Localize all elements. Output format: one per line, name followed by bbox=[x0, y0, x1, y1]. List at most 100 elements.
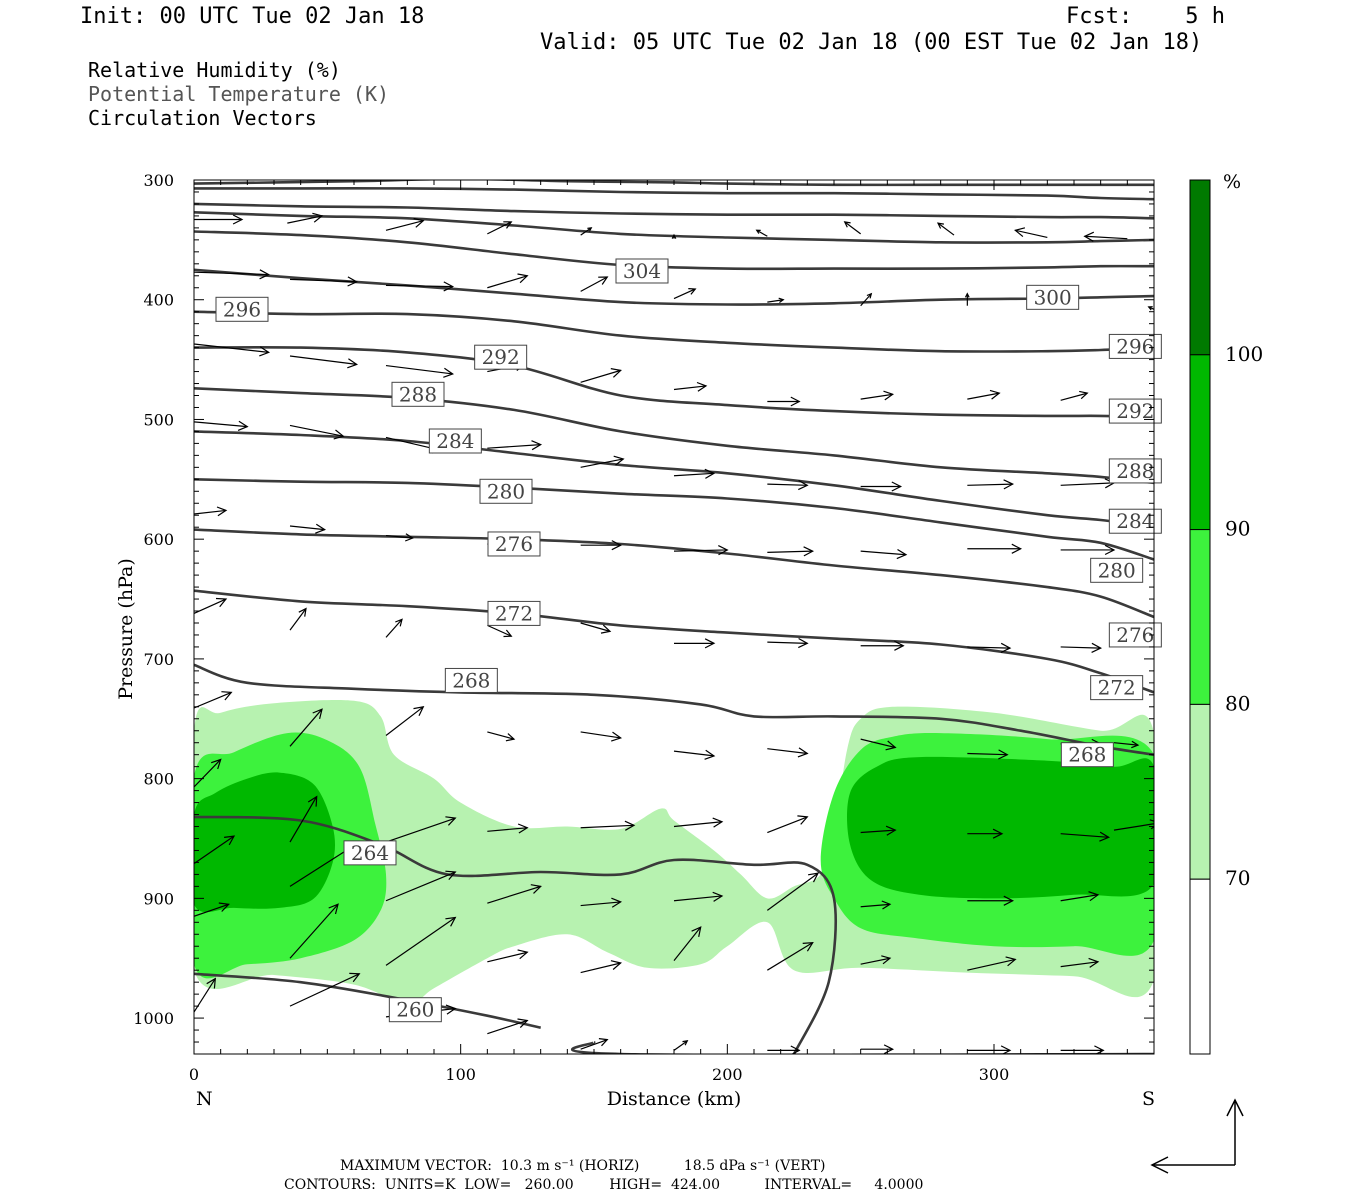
vector-102 bbox=[767, 942, 814, 971]
colorbar-segment-70-80 bbox=[1189, 703, 1211, 880]
svg-text:276: 276 bbox=[1116, 623, 1154, 647]
contour-label-284-9: 284 bbox=[1108, 508, 1162, 534]
vector-84 bbox=[1060, 831, 1111, 842]
theta-contour-264 bbox=[194, 815, 837, 1054]
vector-65 bbox=[289, 708, 323, 747]
legend-vectors: Circulation Vectors bbox=[88, 106, 317, 130]
contour-label-280-10: 280 bbox=[479, 478, 533, 504]
y-tick-label-900: 900 bbox=[143, 889, 174, 908]
y-tick-label-600: 600 bbox=[143, 530, 174, 549]
vector-33 bbox=[194, 420, 249, 431]
vector-24 bbox=[385, 364, 455, 378]
svg-text:284: 284 bbox=[1116, 509, 1154, 533]
rh-region-90-100-4 bbox=[847, 756, 1154, 899]
contour-label-296-2: 296 bbox=[215, 296, 269, 322]
theta-contour-268 bbox=[194, 663, 1154, 756]
rh-shading bbox=[194, 699, 1154, 1004]
vector-9 bbox=[1014, 227, 1048, 239]
y-axis-title: Pressure (hPa) bbox=[115, 558, 137, 700]
vector-8 bbox=[936, 222, 955, 236]
vector-75 bbox=[194, 758, 222, 788]
vector-72 bbox=[967, 749, 1009, 760]
vector-104 bbox=[967, 956, 1017, 971]
vector-53 bbox=[1060, 544, 1116, 556]
colorbar-label-70: 70 bbox=[1225, 866, 1250, 890]
x-axis-title: Distance (km) bbox=[607, 1088, 742, 1110]
y-tick-label-500: 500 bbox=[143, 410, 174, 429]
theta-contour-292 bbox=[194, 345, 1154, 419]
vector-12 bbox=[289, 276, 359, 287]
vector-59 bbox=[674, 638, 716, 649]
vector-34 bbox=[289, 424, 345, 440]
theta-contour-296 bbox=[194, 310, 1154, 353]
svg-text:260: 260 bbox=[396, 998, 434, 1022]
theta-contour-272 bbox=[194, 589, 1154, 694]
vector-101 bbox=[673, 926, 702, 961]
vector-41 bbox=[967, 479, 1015, 490]
vector-99 bbox=[487, 949, 529, 963]
colorbar-label-80: 80 bbox=[1225, 691, 1250, 715]
colorbar-segment-90-100 bbox=[1189, 354, 1211, 531]
vector-21 bbox=[1147, 306, 1154, 311]
contour-label-260-19: 260 bbox=[388, 997, 442, 1023]
vector-71 bbox=[860, 738, 897, 751]
vector-93 bbox=[860, 900, 892, 910]
theta-contour-300 bbox=[194, 268, 1154, 306]
contour-label-276-12: 276 bbox=[487, 531, 541, 557]
vector-26 bbox=[580, 368, 622, 383]
contour-label-268-16: 268 bbox=[444, 667, 498, 693]
reference-vector-icon bbox=[1150, 1098, 1244, 1174]
vector-70 bbox=[767, 747, 809, 758]
vector-90 bbox=[580, 897, 623, 908]
svg-text:280: 280 bbox=[1098, 558, 1136, 582]
svg-text:280: 280 bbox=[487, 479, 525, 503]
contour-label-276-13: 276 bbox=[1108, 622, 1162, 648]
vector-98 bbox=[385, 916, 457, 966]
y-tick-label-300: 300 bbox=[143, 171, 174, 190]
vector-18 bbox=[860, 292, 873, 307]
vector-63 bbox=[1060, 642, 1103, 653]
vector-45 bbox=[289, 523, 327, 534]
vector-23 bbox=[289, 355, 359, 369]
forecast-hour: Fcst: 5 h bbox=[1066, 4, 1225, 29]
vector-62 bbox=[967, 642, 1012, 653]
vector-1 bbox=[287, 212, 324, 224]
vector-40 bbox=[860, 481, 903, 492]
vector-0 bbox=[194, 214, 244, 225]
y-tick-label-700: 700 bbox=[143, 650, 174, 669]
svg-text:288: 288 bbox=[1116, 459, 1154, 483]
vector-22 bbox=[194, 343, 271, 357]
vector-7 bbox=[843, 221, 862, 235]
theta-contour-288 bbox=[194, 387, 1154, 485]
colorbar-label-100: 100 bbox=[1225, 342, 1263, 366]
theta-contour-284 bbox=[194, 430, 1154, 529]
vector-55 bbox=[289, 607, 307, 631]
vector-3 bbox=[487, 221, 513, 235]
x-left-label: N bbox=[196, 1088, 213, 1110]
vector-95 bbox=[1060, 891, 1100, 902]
vector-56 bbox=[385, 618, 403, 638]
legend-theta: Potential Temperature (K) bbox=[88, 82, 390, 106]
vector-28 bbox=[767, 396, 801, 407]
vector-52 bbox=[967, 543, 1023, 554]
svg-text:276: 276 bbox=[495, 532, 533, 556]
vector-2 bbox=[385, 217, 425, 231]
vector-42 bbox=[1060, 478, 1116, 489]
vector-76 bbox=[289, 795, 318, 843]
vector-6 bbox=[755, 229, 768, 237]
contour-label-288-6: 288 bbox=[391, 381, 445, 407]
contour-label-264-18: 264 bbox=[343, 840, 397, 866]
vector-111 bbox=[673, 1040, 689, 1051]
colorbar: 100 90 80 70 bbox=[1189, 179, 1263, 1055]
vector-74 bbox=[1113, 740, 1140, 749]
max-vector-vert: 18.5 dPa s⁻¹ (VERT) bbox=[683, 1158, 826, 1174]
vector-112 bbox=[767, 1045, 801, 1054]
vector-96 bbox=[194, 902, 230, 917]
vector-91 bbox=[673, 891, 724, 902]
legend-rh: Relative Humidity (%) bbox=[88, 58, 341, 82]
max-vector-line: MAXIMUM VECTOR: 10.3 m s⁻¹ (HORIZ) 18.5 … bbox=[340, 1158, 826, 1174]
colorbar-segment-below-70 bbox=[1189, 878, 1211, 1055]
axis-ticks: 300 400 500 600 700 800 900 1000 0 100 200 300 bbox=[133, 171, 1155, 1084]
theta-contour-unlabeled-14 bbox=[194, 187, 1154, 201]
valid-time: Valid: 05 UTC Tue 02 Jan 18 (00 EST Tue … bbox=[540, 30, 1203, 55]
